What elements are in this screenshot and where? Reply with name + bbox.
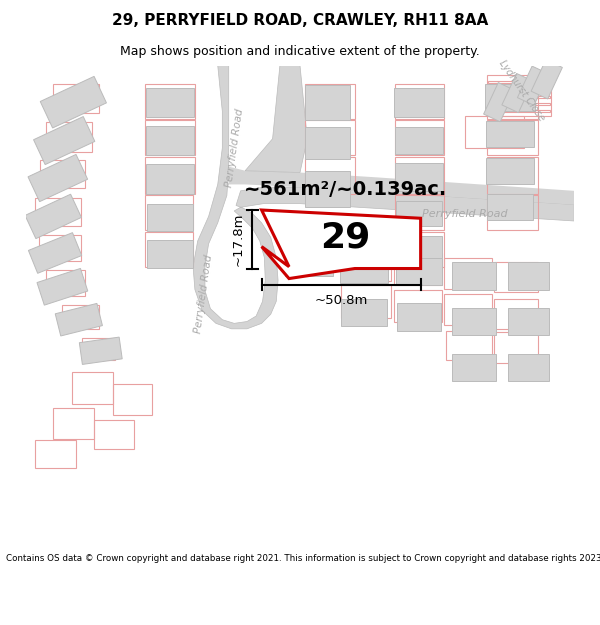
Polygon shape [40,76,106,128]
Polygon shape [508,354,549,381]
Polygon shape [396,258,442,285]
Polygon shape [502,74,533,112]
Polygon shape [148,204,193,231]
Polygon shape [395,163,443,191]
Polygon shape [34,116,95,164]
Polygon shape [25,194,82,239]
Text: Lydhurst Close: Lydhurst Close [497,58,547,122]
Polygon shape [396,201,442,226]
Polygon shape [484,82,515,122]
Polygon shape [340,251,388,282]
Polygon shape [79,337,122,364]
Text: Perryfield Road: Perryfield Road [422,209,508,219]
Polygon shape [146,88,194,117]
Text: ~17.8m: ~17.8m [231,213,244,266]
Polygon shape [517,66,548,106]
Polygon shape [396,236,442,261]
Polygon shape [508,308,549,335]
Text: ~50.8m: ~50.8m [314,294,368,307]
Polygon shape [28,232,82,273]
Text: Contains OS data © Crown copyright and database right 2021. This information is : Contains OS data © Crown copyright and d… [6,554,600,563]
Text: Perryfield Road: Perryfield Road [224,108,245,188]
Polygon shape [531,60,562,99]
Polygon shape [193,66,574,329]
Polygon shape [487,121,534,147]
Polygon shape [262,210,421,279]
Polygon shape [146,126,194,155]
Polygon shape [487,194,533,220]
Polygon shape [227,166,574,204]
Polygon shape [395,127,443,154]
Polygon shape [37,268,88,305]
Polygon shape [485,84,535,111]
Polygon shape [487,158,534,184]
Text: ~561m²/~0.139ac.: ~561m²/~0.139ac. [244,179,448,199]
Polygon shape [28,154,88,202]
Polygon shape [397,303,441,331]
Text: 29: 29 [320,221,371,254]
Polygon shape [55,303,103,336]
Polygon shape [146,164,194,194]
Polygon shape [452,354,496,381]
Polygon shape [286,239,333,276]
Polygon shape [245,66,307,173]
Text: 29, PERRYFIELD ROAD, CRAWLEY, RH11 8AA: 29, PERRYFIELD ROAD, CRAWLEY, RH11 8AA [112,13,488,28]
Polygon shape [394,88,444,117]
Polygon shape [305,85,350,119]
Polygon shape [508,262,549,289]
Text: Map shows position and indicative extent of the property.: Map shows position and indicative extent… [120,46,480,58]
Polygon shape [148,240,193,268]
Polygon shape [452,308,496,335]
Polygon shape [452,262,496,289]
Polygon shape [305,171,350,208]
Polygon shape [341,299,387,326]
Polygon shape [305,127,350,159]
Text: Perryfield Road: Perryfield Road [194,254,215,334]
